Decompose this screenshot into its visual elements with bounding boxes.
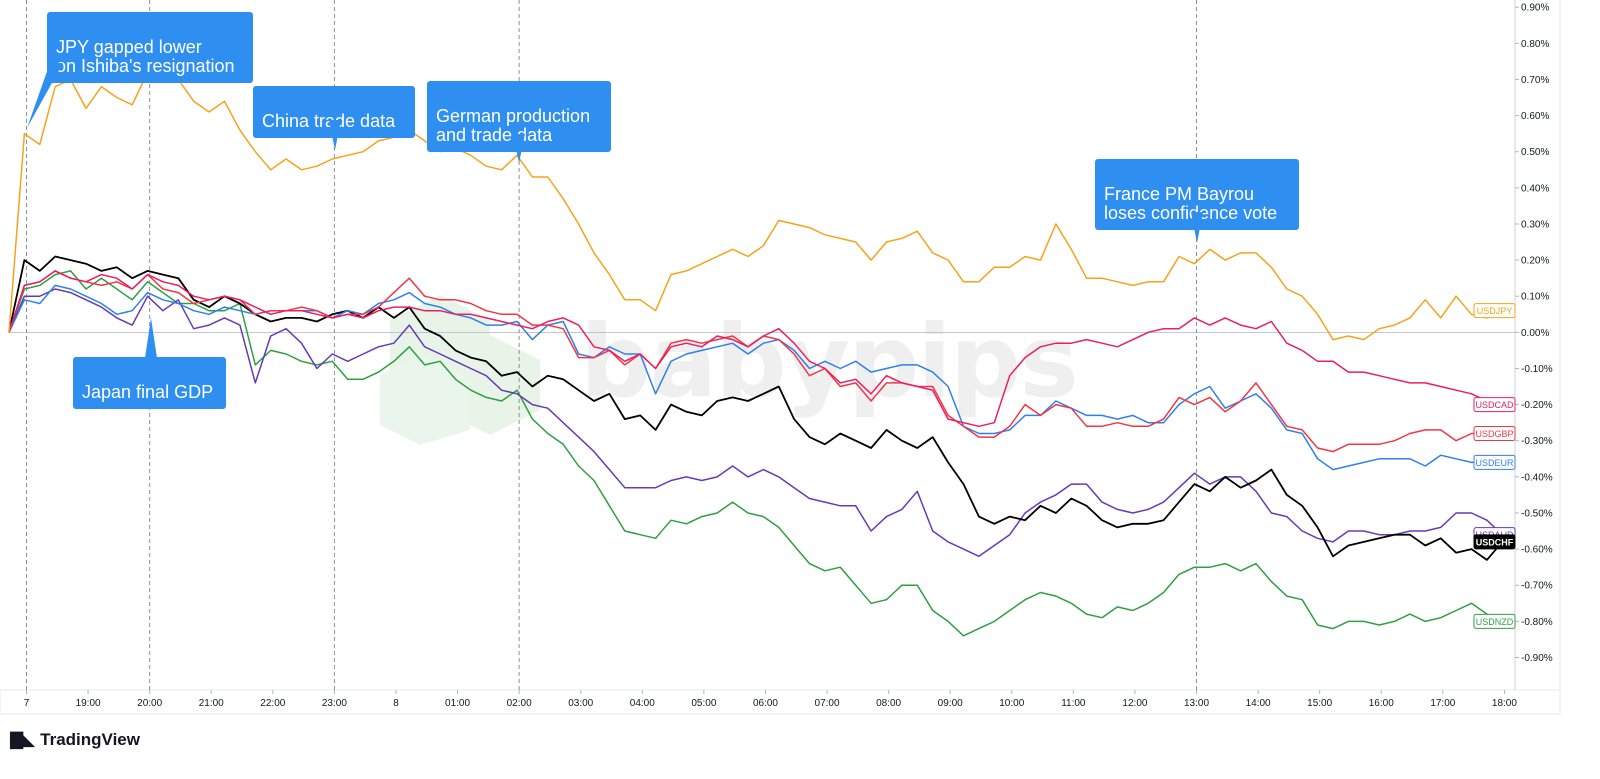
x-tick-label: 02:00 bbox=[507, 698, 532, 709]
x-tick-label: 11:00 bbox=[1061, 698, 1086, 709]
y-tick-label: -0.40% bbox=[1521, 472, 1553, 483]
series-label-text: USDGBP bbox=[1475, 429, 1513, 439]
babypips-watermark: babypips bbox=[380, 295, 1079, 445]
series-label-text: USDCHF bbox=[1476, 537, 1514, 547]
series-layer bbox=[8, 67, 1503, 637]
x-tick-label: 7 bbox=[24, 698, 30, 709]
y-tick-label: 0.90% bbox=[1521, 3, 1549, 14]
y-tick-label: 0.20% bbox=[1521, 256, 1549, 267]
y-tick-label: 0.40% bbox=[1521, 183, 1549, 194]
annotation-china-trade: China trade data bbox=[253, 86, 415, 138]
x-tick-label: 09:00 bbox=[938, 698, 963, 709]
series-label-usdeur: USDEUR bbox=[1473, 454, 1516, 470]
series-line-usdcad bbox=[8, 270, 1503, 428]
x-tick-label: 13:00 bbox=[1184, 698, 1209, 709]
x-tick-label: 07:00 bbox=[815, 698, 840, 709]
y-tick-label: -0.10% bbox=[1521, 364, 1553, 375]
y-tick-label: -0.50% bbox=[1521, 508, 1553, 519]
annotation-text: Japan final GDP bbox=[82, 382, 214, 402]
tradingview-brand: ▇◣ TradingView bbox=[10, 730, 140, 750]
series-labels-layer: USDJPYUSDCADUSDGBPUSDEURUSDAUDUSDCHFUSDN… bbox=[1473, 303, 1516, 629]
series-line-usdeur bbox=[8, 284, 1503, 471]
series-line-usdaud bbox=[8, 288, 1503, 558]
x-tick-label: 22:00 bbox=[260, 698, 285, 709]
annotation-text: France PM Bayrou loses confidence vote bbox=[1104, 184, 1278, 223]
annotation-text: China trade data bbox=[262, 111, 396, 131]
annotation-german-production: German production and trade data bbox=[427, 81, 611, 152]
series-label-usdcad: USDCAD bbox=[1473, 397, 1516, 413]
y-tick-label: 0.50% bbox=[1521, 147, 1549, 158]
series-label-box bbox=[1473, 613, 1516, 629]
x-tick-label: 18:00 bbox=[1492, 698, 1517, 709]
y-tick-label: 0.60% bbox=[1521, 111, 1549, 122]
series-line-usdjpy bbox=[8, 67, 1503, 341]
series-label-text: USDEUR bbox=[1475, 458, 1514, 468]
y-tick-label: 0.30% bbox=[1521, 219, 1549, 230]
annotation-france-confidence: France PM Bayrou loses confidence vote bbox=[1095, 159, 1299, 230]
watermark-cube-icon bbox=[380, 295, 540, 445]
x-tick-label: 14:00 bbox=[1246, 698, 1271, 709]
x-tick-label: 8 bbox=[393, 698, 399, 709]
watermark-text: babypips bbox=[580, 303, 1079, 420]
x-tick-label: 19:00 bbox=[76, 698, 101, 709]
series-label-box bbox=[1473, 397, 1516, 413]
x-tick-label: 06:00 bbox=[753, 698, 778, 709]
annotation-jpy-ishiba: JPY gapped lower on Ishiba's resignation bbox=[47, 12, 253, 83]
y-tick-label: -0.30% bbox=[1521, 436, 1553, 447]
series-label-text: USDJPY bbox=[1477, 306, 1513, 316]
series-label-box bbox=[1473, 534, 1516, 550]
series-label-usdjpy: USDJPY bbox=[1473, 303, 1516, 319]
annotation-text: German production and trade data bbox=[436, 106, 591, 145]
series-label-usdnzd: USDNZD bbox=[1473, 613, 1516, 629]
x-tick-label: 20:00 bbox=[137, 698, 162, 709]
y-tick-label: -0.70% bbox=[1521, 581, 1553, 592]
y-tick-label: -0.60% bbox=[1521, 545, 1553, 556]
x-tick-label: 03:00 bbox=[568, 698, 593, 709]
x-tick-label: 23:00 bbox=[322, 698, 347, 709]
y-tick-label: -0.20% bbox=[1521, 400, 1553, 411]
y-tick-label: 0.10% bbox=[1521, 292, 1549, 303]
annotation-japan-gdp: Japan final GDP bbox=[73, 357, 226, 409]
series-label-usdgbp: USDGBP bbox=[1473, 426, 1516, 442]
series-line-usdnzd bbox=[8, 270, 1503, 637]
y-tick-label: 0.80% bbox=[1521, 39, 1549, 50]
y-tick-label: 0.70% bbox=[1521, 75, 1549, 86]
x-tick-label: 10:00 bbox=[999, 698, 1024, 709]
x-tick-label: 15:00 bbox=[1307, 698, 1332, 709]
y-tick-label: 0.00% bbox=[1521, 328, 1549, 339]
x-tick-label: 04:00 bbox=[630, 698, 655, 709]
brand-name: TradingView bbox=[40, 730, 140, 749]
series-label-text: USDNZD bbox=[1476, 617, 1514, 627]
event-lines-layer bbox=[26, 0, 1198, 690]
x-tick-label: 12:00 bbox=[1122, 698, 1147, 709]
x-tick-label: 01:00 bbox=[445, 698, 470, 709]
series-label-box bbox=[1473, 454, 1516, 470]
axes-layer: 0.90% 0.80% 0.70% 0.60% 0.50% 0.40% 0.30% 0.20%… bbox=[0, 0, 1561, 715]
series-line-usdchf bbox=[8, 255, 1503, 561]
tradingview-logo-icon: ▇◣ bbox=[10, 730, 35, 750]
series-label-usdchf: USDCHF bbox=[1473, 534, 1516, 550]
x-tick-label: 05:00 bbox=[691, 698, 716, 709]
series-label-box bbox=[1473, 303, 1516, 319]
y-tick-label: -0.80% bbox=[1521, 617, 1553, 628]
x-tick-label: 17:00 bbox=[1430, 698, 1455, 709]
x-tick-label: 21:00 bbox=[199, 698, 224, 709]
x-tick-label: 08:00 bbox=[876, 698, 901, 709]
series-label-box bbox=[1473, 426, 1516, 442]
x-tick-label: 16:00 bbox=[1369, 698, 1394, 709]
series-label-text: USDCAD bbox=[1475, 400, 1514, 410]
annotation-text: JPY gapped lower on Ishiba's resignation bbox=[56, 37, 235, 76]
y-tick-label: -0.90% bbox=[1521, 653, 1553, 664]
